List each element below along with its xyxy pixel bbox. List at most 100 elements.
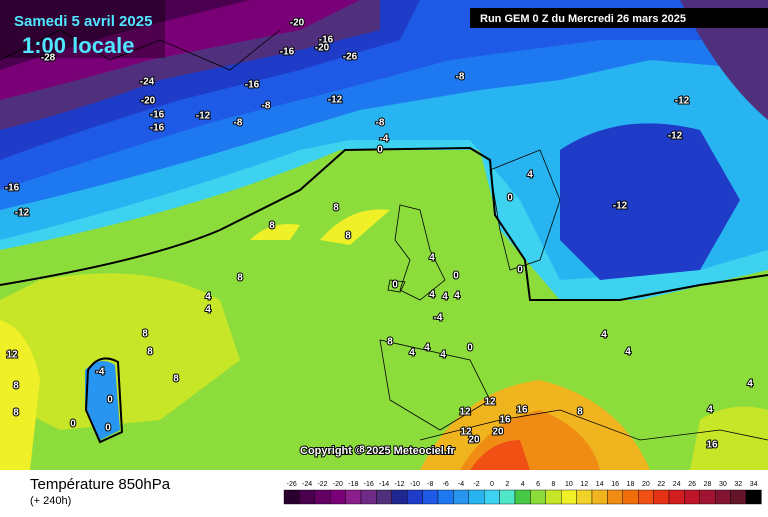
contour-label: 0 (107, 395, 113, 406)
contour-label: -20 (290, 18, 305, 29)
contour-label: -28 (41, 53, 56, 64)
contour-label: 12 (484, 397, 496, 408)
contour-label: 4 (440, 350, 446, 361)
contour-label: 4 (454, 291, 460, 302)
contour-lines (0, 146, 768, 444)
colorbar-swatch (591, 489, 608, 505)
contour-label: -16 (245, 80, 260, 91)
colorbar-swatch (437, 489, 454, 505)
contour-label: 8 (387, 337, 393, 348)
contour-label: -12 (15, 208, 30, 219)
colorbar-tick-label: -12 (394, 481, 404, 488)
contour-label: -12 (668, 131, 683, 142)
contour-label: 0 (453, 271, 459, 282)
colorbar-tick-label: -10 (410, 481, 420, 488)
contour-label: 8 (142, 329, 148, 340)
contour-label: 4 (424, 343, 430, 354)
colorbar-swatch (638, 489, 654, 505)
colorbar-swatch (330, 489, 346, 505)
contour-label: 8 (345, 231, 351, 242)
contour-label: 8 (13, 408, 19, 419)
contour-label: 16 (516, 405, 528, 416)
colorbar-swatch (715, 489, 731, 505)
footer-title: Température 850hPa (30, 476, 171, 493)
colorbar-swatch (668, 489, 685, 505)
colorbar-swatch (422, 489, 439, 505)
contour-label: 8 (13, 381, 19, 392)
colorbar-tick-label: 18 (627, 481, 635, 488)
contour-label: 4 (429, 253, 435, 264)
contour-label: 4 (205, 305, 211, 316)
colorbar-tick-label: -4 (458, 481, 464, 488)
contour-label: 20 (468, 435, 480, 446)
contour-label: 4 (442, 292, 448, 303)
contour-label: 8 (333, 203, 339, 214)
contour-label: 8 (147, 347, 153, 358)
contour-label: 0 (507, 193, 513, 204)
contour-label: 4 (429, 290, 435, 301)
colorbar-tick-label: -8 (427, 481, 433, 488)
colorbar-tick-label: 22 (657, 481, 665, 488)
colorbar-tick-label: 34 (750, 481, 758, 488)
colorbar-swatch (622, 489, 639, 505)
colorbar-swatch (453, 489, 469, 505)
colorbar-swatch (468, 489, 485, 505)
contour-label: 20 (492, 427, 504, 438)
colorbar-tick-label: -6 (443, 481, 449, 488)
colorbar-swatch (484, 489, 500, 505)
contour-label: -8 (376, 118, 385, 129)
contour-label: 12 (460, 427, 472, 438)
contour-label: 4 (527, 170, 533, 181)
colorbar-swatch (699, 489, 716, 505)
colorbar-swatch (745, 489, 762, 505)
contour-label: -8 (262, 101, 271, 112)
run-backdrop (470, 8, 768, 28)
contour-label: -16 (150, 110, 165, 121)
colorbar: -26 -24 -22 -20 -18 -16 -14 -12 -10 -8 -6 -4 -2 0 2 4 6 8… (283, 481, 762, 505)
contour-label: -12 (613, 201, 628, 212)
run-label: Run GEM 0 Z du Mercredi 26 mars 2025 (480, 13, 686, 25)
colorbar-swatch (576, 489, 593, 505)
contour-label: 4 (625, 347, 631, 358)
colorbar-tick-label: -26 (287, 481, 297, 488)
contour-labels: -20-16-20-26-16-16-8-12-24-20-16-16-12-8… (4, 17, 754, 457)
colorbar-tick-label: -16 (364, 481, 374, 488)
contour-label: 4 (747, 379, 753, 390)
contour-label: -24 (140, 77, 155, 88)
contour-label: 12 (459, 407, 471, 418)
contour-label: -26 (343, 52, 358, 63)
contour-label: 8 (577, 407, 583, 418)
contour-label: 8 (359, 445, 365, 456)
colorbar-tick-label: -14 (379, 481, 389, 488)
colorbar-swatch (299, 489, 315, 505)
contour-label: 0 (392, 280, 398, 291)
contour-label: 4 (409, 348, 415, 359)
contour-label: 8 (173, 374, 179, 385)
contour-label: -12 (675, 96, 690, 107)
colorbar-tick-label: -20 (333, 481, 343, 488)
colorbar-swatch (530, 489, 547, 505)
colorbar-swatch (376, 489, 392, 505)
contour-label: 8 (269, 221, 275, 232)
colorbar-swatch (283, 489, 300, 505)
contour-label: 4 (601, 330, 607, 341)
colorbar-tick-label: 20 (642, 481, 650, 488)
contour-label: -16 (319, 35, 334, 46)
header-backdrop (0, 0, 165, 58)
colorbar-tick-label: 0 (490, 481, 494, 488)
contour-label: 8 (237, 273, 243, 284)
time-label: 1:00 locale (22, 33, 135, 58)
colorbar-tick-label: 26 (688, 481, 696, 488)
colorbar-swatch (499, 489, 516, 505)
colorbar-swatch (545, 489, 562, 505)
coastlines (0, 29, 768, 441)
contour-label: 0 (517, 265, 523, 276)
colorbar-tick-label: 24 (673, 481, 681, 488)
contour-label: -16 (280, 47, 295, 58)
contour-label: 16 (706, 440, 718, 451)
colorbar-swatch (314, 489, 331, 505)
contour-label: 4 (707, 405, 713, 416)
contour-label: 16 (499, 415, 511, 426)
contour-label: 0 (105, 423, 111, 434)
colorbar-swatch (391, 489, 408, 505)
